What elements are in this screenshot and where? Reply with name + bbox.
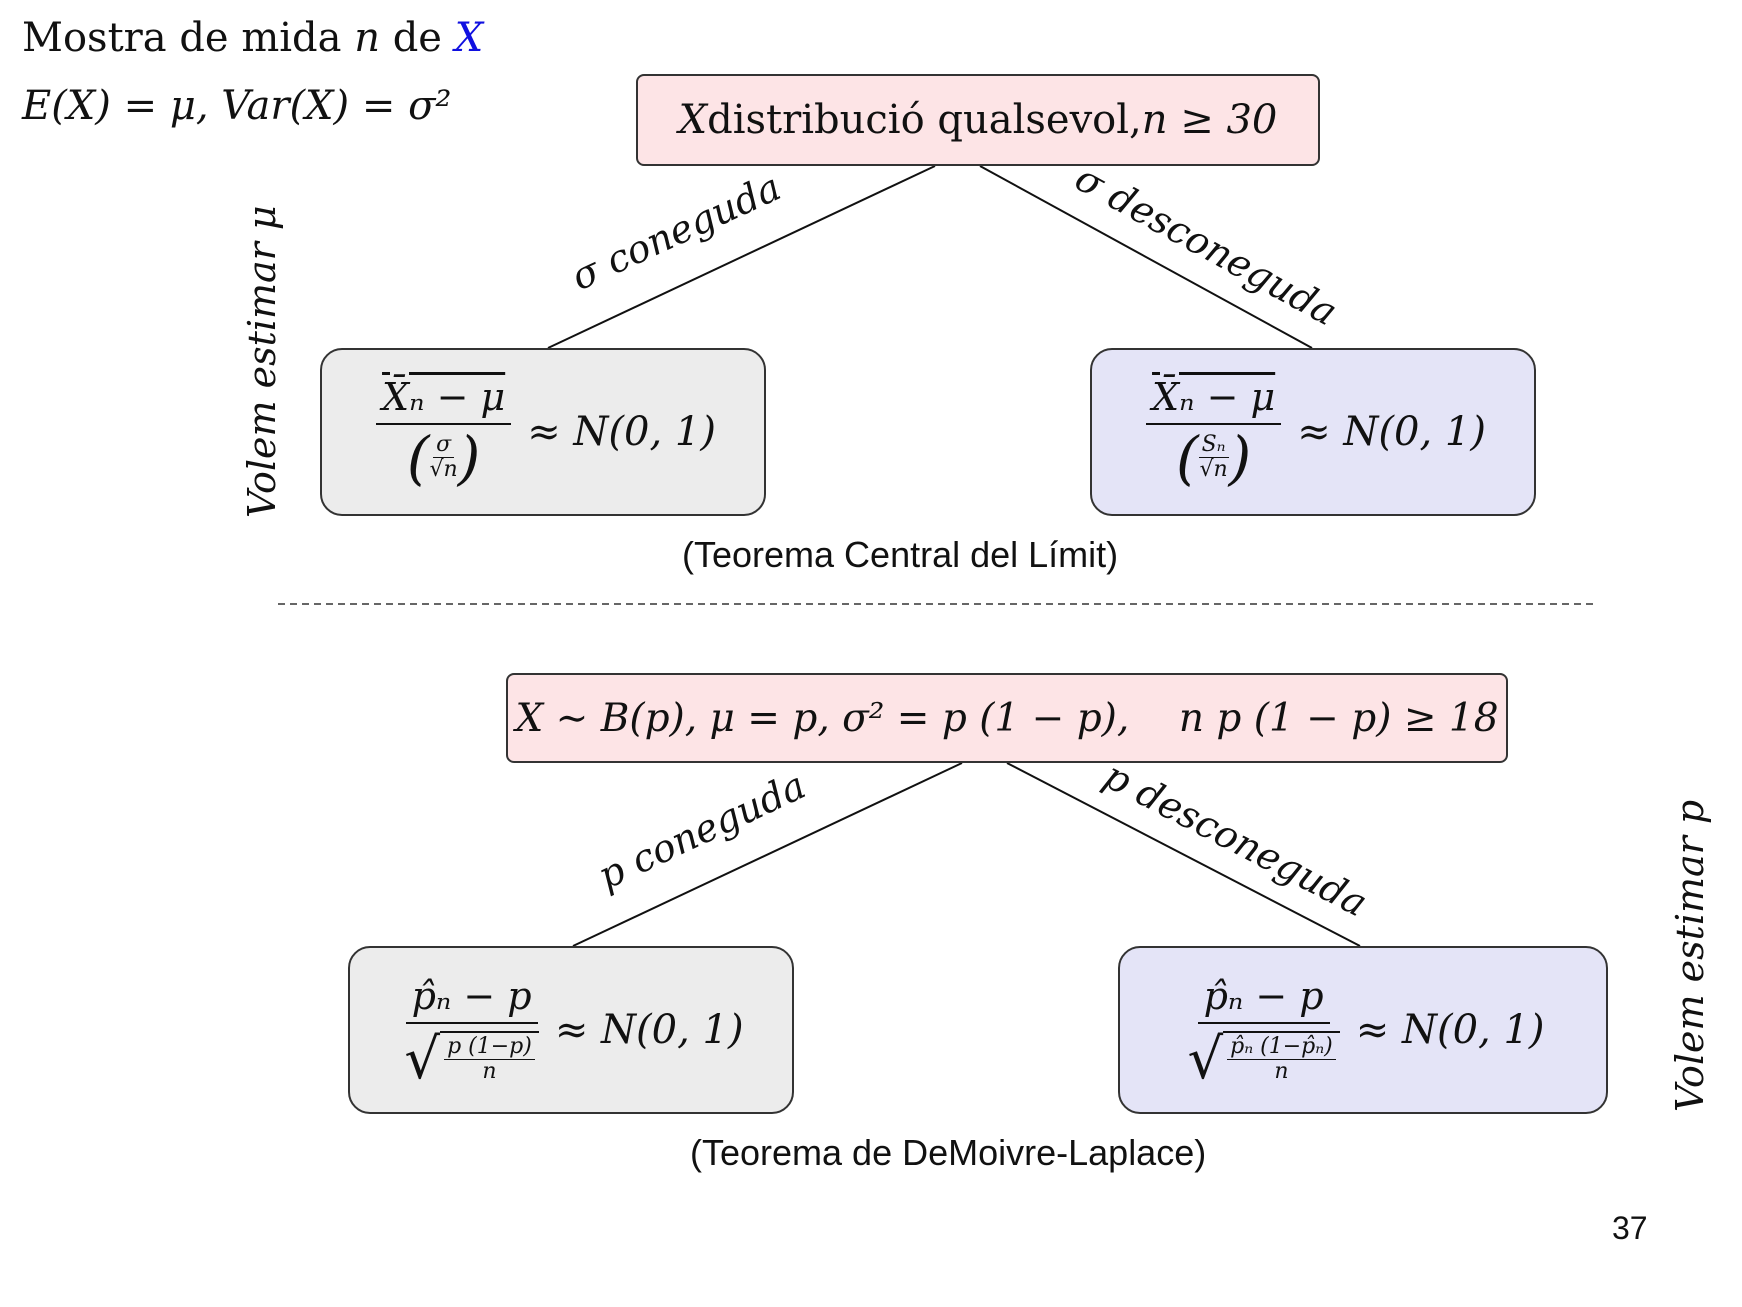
top-right-denominator: ( Sₙ √n ) bbox=[1175, 423, 1252, 492]
bottom-right-rad-den: n bbox=[1274, 1058, 1289, 1084]
bottom-left-rad-num: p (1−p) bbox=[444, 1035, 535, 1060]
bottom-right-fraction: p̂ₙ − p √ p̂ₙ (1−p̂ₙ) n bbox=[1187, 975, 1340, 1087]
root-text: distribució qualsevol, bbox=[707, 97, 1142, 143]
sample-prefix: Mostra de mida bbox=[22, 15, 355, 61]
top-edge-left bbox=[547, 165, 936, 349]
sample-description: Mostra de mida n de X bbox=[22, 18, 483, 58]
top-edge-right bbox=[979, 165, 1313, 349]
page-number: 37 bbox=[1612, 1210, 1648, 1246]
sample-mid: de bbox=[379, 15, 455, 61]
top-left-rhs: ≈ N(0, 1) bbox=[527, 409, 716, 455]
sample-X: X bbox=[454, 15, 484, 61]
bottom-left-fraction: p̂ₙ − p √ p (1−p) n bbox=[404, 975, 539, 1087]
bottom-right-rad-num: p̂ₙ (1−p̂ₙ) bbox=[1227, 1035, 1336, 1060]
bottom-right-formula-box: p̂ₙ − p √ p̂ₙ (1−p̂ₙ) n ≈ N(0, 1) bbox=[1118, 946, 1608, 1114]
top-left-sigma: σ bbox=[433, 433, 455, 459]
root-var: X bbox=[678, 97, 708, 143]
top-left-fraction: X̄ₙ − μ ( σ √n ) bbox=[376, 376, 512, 492]
top-right-numerator: X̄ₙ − μ bbox=[1146, 376, 1282, 425]
top-left-numerator: X̄ₙ − μ bbox=[376, 376, 512, 425]
top-right-formula-box: X̄ₙ − μ ( Sₙ √n ) ≈ N(0, 1) bbox=[1090, 348, 1536, 516]
bottom-left-rhs: ≈ N(0, 1) bbox=[554, 1007, 744, 1053]
bottom-left-formula-box: p̂ₙ − p √ p (1−p) n ≈ N(0, 1) bbox=[348, 946, 794, 1114]
bottom-left-rad-den: n bbox=[482, 1058, 497, 1084]
bottom-right-rhs: ≈ N(0, 1) bbox=[1355, 1007, 1545, 1053]
bottom-left-numerator: p̂ₙ − p bbox=[405, 975, 538, 1024]
top-left-sqrtn: √n bbox=[429, 457, 458, 483]
bottom-caption: (Teorema de DeMoivre-Laplace) bbox=[690, 1132, 1207, 1173]
moments-line: E(X) = μ, Var(X) = σ² bbox=[22, 83, 452, 129]
top-left-formula-box: X̄ₙ − μ ( σ √n ) ≈ N(0, 1) bbox=[320, 348, 766, 516]
sample-n: n bbox=[354, 15, 380, 61]
top-right-sqrtn: √n bbox=[1199, 457, 1228, 483]
bottom-right-denominator: √ p̂ₙ (1−p̂ₙ) n bbox=[1187, 1024, 1340, 1087]
top-caption: (Teorema Central del Límit) bbox=[682, 534, 1119, 575]
bottom-root-box: X ∼ B(p), μ = p, σ² = p (1 − p), n p (1 … bbox=[506, 673, 1508, 763]
top-root-box: X distribució qualsevol, n ≥ 30 bbox=[636, 74, 1320, 166]
bottom-edge-right bbox=[1006, 762, 1361, 947]
top-left-denominator: ( σ √n ) bbox=[406, 423, 481, 492]
bottom-edge-left bbox=[572, 762, 963, 947]
root-cond: n ≥ 30 bbox=[1141, 97, 1278, 143]
top-right-fraction: X̄ₙ − μ ( Sₙ √n ) bbox=[1146, 376, 1282, 492]
top-side-label: Volem estimar μ bbox=[240, 205, 284, 518]
top-right-Sn: Sₙ bbox=[1198, 433, 1229, 459]
bottom-side-label: Volem estimar p bbox=[1668, 799, 1712, 1112]
bottom-root-text: X ∼ B(p), μ = p, σ² = p (1 − p), n p (1 … bbox=[515, 695, 1499, 741]
bottom-left-denominator: √ p (1−p) n bbox=[404, 1024, 539, 1087]
top-right-rhs: ≈ N(0, 1) bbox=[1297, 409, 1486, 455]
bottom-right-numerator: p̂ₙ − p bbox=[1197, 975, 1330, 1024]
